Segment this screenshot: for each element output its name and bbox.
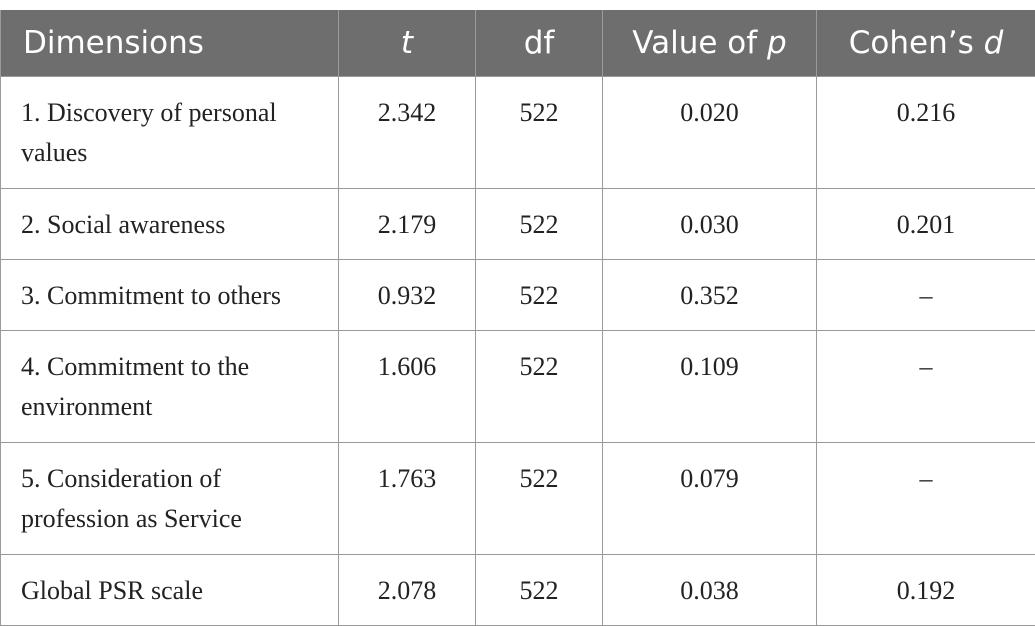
cell-p: 0.352 — [603, 259, 817, 330]
table-row: 4. Commitment to the environment 1.606 5… — [1, 330, 1035, 442]
cell-d: – — [817, 259, 1035, 330]
table-row: 3. Commitment to others 0.932 522 0.352 … — [1, 259, 1035, 330]
cell-d: 0.216 — [817, 76, 1035, 188]
header-d-var: d — [984, 25, 1004, 61]
cell-p: 0.038 — [603, 554, 817, 625]
results-table: Dimensions t df Value of p Cohen’s d 1. … — [0, 10, 1035, 626]
cell-dimension: 2. Social awareness — [1, 188, 339, 259]
table-row: Global PSR scale 2.078 522 0.038 0.192 — [1, 554, 1035, 625]
cell-df: 522 — [476, 188, 603, 259]
cell-d: 0.201 — [817, 188, 1035, 259]
table-row: 1. Discovery of personal values 2.342 52… — [1, 76, 1035, 188]
table-header: Dimensions t df Value of p Cohen’s d — [1, 10, 1035, 76]
cell-t: 2.342 — [339, 76, 476, 188]
cell-t: 1.606 — [339, 330, 476, 442]
cell-d: – — [817, 330, 1035, 442]
header-p-var: p — [767, 25, 787, 61]
cell-d: 0.192 — [817, 554, 1035, 625]
cell-dimension: 1. Discovery of personal values — [1, 76, 339, 188]
cell-dimension: 4. Commitment to the environment — [1, 330, 339, 442]
cell-df: 522 — [476, 442, 603, 554]
results-table-container: Dimensions t df Value of p Cohen’s d 1. … — [0, 10, 1035, 626]
header-d-prefix: Cohen’s — [849, 25, 984, 61]
cell-dimension: Global PSR scale — [1, 554, 339, 625]
cell-dimension: 5. Consideration of profession as Servic… — [1, 442, 339, 554]
header-dimensions: Dimensions — [1, 10, 339, 76]
cell-t: 2.179 — [339, 188, 476, 259]
cell-p: 0.020 — [603, 76, 817, 188]
header-cohens-d: Cohen’s d — [817, 10, 1035, 76]
header-p-prefix: Value of — [632, 25, 767, 61]
cell-df: 522 — [476, 76, 603, 188]
cell-p: 0.030 — [603, 188, 817, 259]
cell-t: 1.763 — [339, 442, 476, 554]
cell-d: – — [817, 442, 1035, 554]
table-body: 1. Discovery of personal values 2.342 52… — [1, 76, 1035, 625]
cell-dimension: 3. Commitment to others — [1, 259, 339, 330]
cell-df: 522 — [476, 554, 603, 625]
header-p-value: Value of p — [603, 10, 817, 76]
table-row: 2. Social awareness 2.179 522 0.030 0.20… — [1, 188, 1035, 259]
cell-t: 0.932 — [339, 259, 476, 330]
cell-p: 0.109 — [603, 330, 817, 442]
table-row: 5. Consideration of profession as Servic… — [1, 442, 1035, 554]
header-t: t — [339, 10, 476, 76]
cell-p: 0.079 — [603, 442, 817, 554]
cell-t: 2.078 — [339, 554, 476, 625]
cell-df: 522 — [476, 259, 603, 330]
header-t-var: t — [401, 25, 413, 61]
cell-df: 522 — [476, 330, 603, 442]
header-row: Dimensions t df Value of p Cohen’s d — [1, 10, 1035, 76]
header-df: df — [476, 10, 603, 76]
